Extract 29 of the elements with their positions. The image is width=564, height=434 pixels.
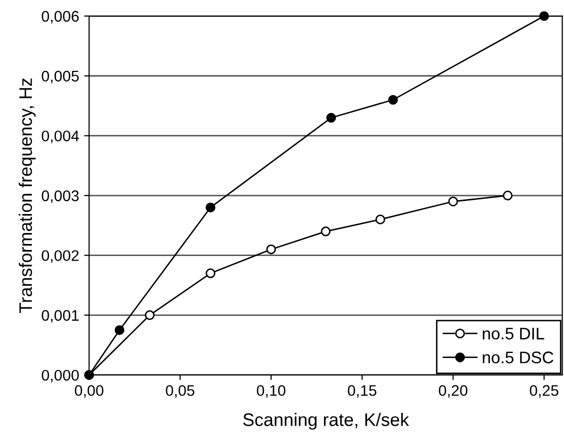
- y-axis-title: Transformation frequency, Hz: [18, 78, 36, 314]
- point: [502, 190, 513, 200]
- x-axis-title: Scanning rate, K/sek: [243, 412, 410, 430]
- y-tick-label: 0,005: [42, 70, 79, 84]
- point: [375, 214, 386, 224]
- x-tick-label: 0,25: [530, 385, 558, 398]
- x-tick-label: 0,05: [166, 385, 194, 398]
- point: [114, 325, 124, 335]
- y-tick-label: 0,004: [42, 130, 79, 144]
- y-tick-label: 0,002: [42, 250, 79, 263]
- legend-label: no.5 DIL: [482, 328, 544, 340]
- point: [266, 244, 276, 254]
- point: [206, 202, 216, 212]
- x-tick-label: 0,15: [348, 385, 376, 398]
- point: [320, 226, 331, 236]
- x-tick-label: 0,10: [256, 385, 286, 398]
- y-tick-label: 0,006: [42, 10, 79, 24]
- y-tick-label: 0,001: [42, 310, 79, 323]
- x-tick-label: 0,20: [438, 385, 468, 398]
- y-tick-label: 0,003: [42, 190, 79, 204]
- legend-label: no.5 DSC: [482, 352, 554, 364]
- y-tick-label: 0,000: [42, 370, 79, 382]
- point: [206, 268, 216, 278]
- point: [539, 11, 549, 21]
- point: [448, 196, 458, 206]
- point: [326, 112, 336, 123]
- point: [388, 94, 398, 105]
- point: [144, 310, 155, 320]
- x-tick-label: 0,00: [74, 385, 104, 398]
